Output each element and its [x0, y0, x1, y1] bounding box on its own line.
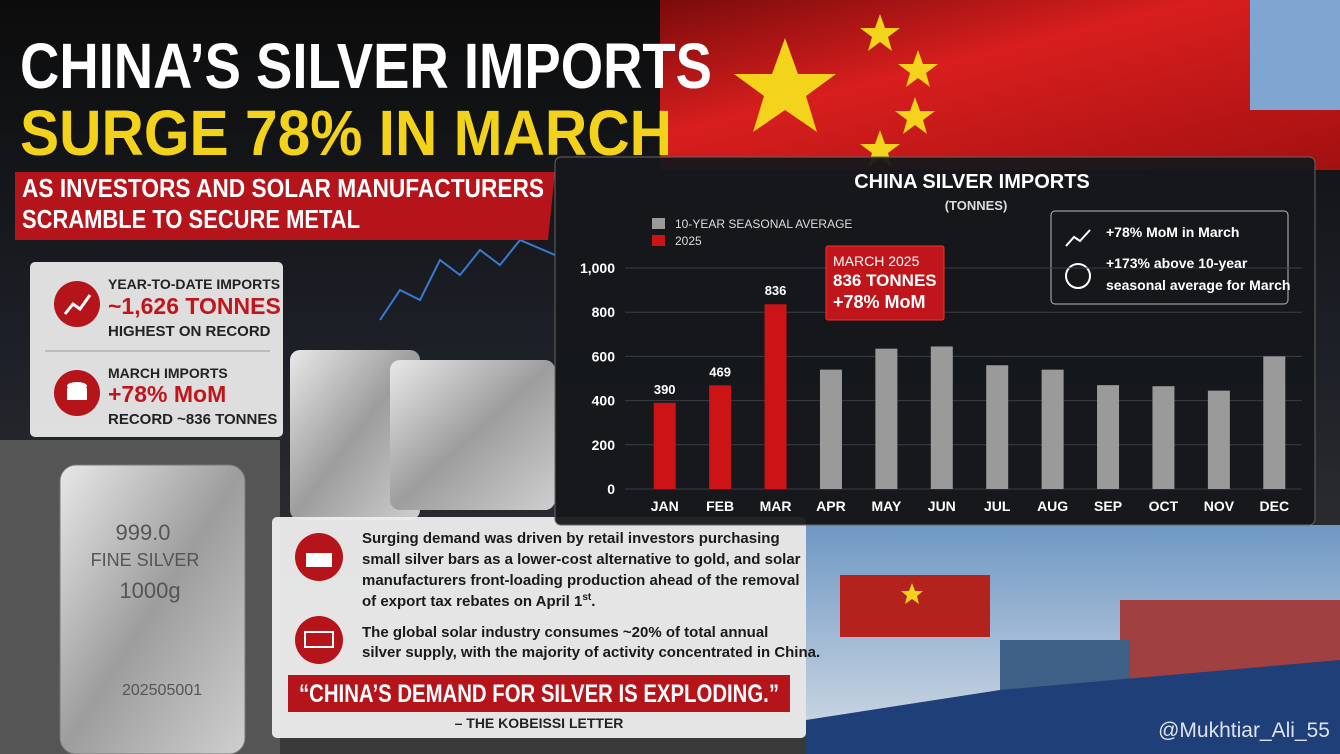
note-text: .	[591, 593, 595, 610]
value-label: 390	[654, 382, 676, 397]
bar	[1041, 369, 1064, 489]
callout-icon	[1065, 263, 1091, 289]
stat-label: MARCH IMPORTS	[108, 365, 228, 381]
icon-glyph	[67, 388, 87, 400]
y-tick-label: 800	[592, 304, 616, 320]
legend-swatch	[652, 218, 665, 229]
bar	[930, 346, 953, 489]
x-tick-label: JUL	[984, 498, 1011, 514]
stat-note: RECORD ~836 TONNES	[108, 411, 277, 428]
bar	[709, 385, 732, 489]
x-tick-label: MAR	[760, 498, 792, 514]
silver-bar	[290, 350, 420, 520]
chart: 0 200 400 600 800 1,000 10-YEAR SEASONAL AVERA…	[580, 217, 1302, 514]
title: CHINA’S SILVER IMPORTS	[20, 30, 712, 102]
bar	[1152, 386, 1175, 489]
bar-stamp: 1000g	[119, 578, 180, 603]
note-line: small silver bars as a lower-cost altern…	[362, 551, 801, 568]
callout-text: +173% above 10-year	[1106, 255, 1248, 271]
note-line: of export tax rebates on April 1st.	[362, 592, 595, 610]
legend-label: 10-YEAR SEASONAL AVERAGE	[675, 217, 852, 231]
callout-icon	[1065, 229, 1091, 247]
bar	[986, 365, 1009, 489]
annotation-text: MARCH 2025	[833, 253, 920, 269]
note-line: manufacturers front-loading production a…	[362, 572, 800, 589]
sky-top	[1250, 0, 1340, 110]
y-tick-label: 200	[592, 437, 616, 453]
bar-stamp: 202505001	[122, 682, 202, 699]
x-tick-label: MAY	[871, 498, 901, 514]
y-tick-label: 1,000	[580, 260, 615, 276]
callout-text: seasonal average for March	[1106, 277, 1290, 293]
x-tick-label: DEC	[1260, 498, 1290, 514]
legend-label: 2025	[675, 234, 702, 248]
bar	[653, 402, 676, 489]
x-tick-label: JUN	[928, 498, 956, 514]
annotation-text: 836 TONNES	[833, 271, 937, 290]
flag-star	[860, 130, 900, 167]
stat-note: HIGHEST ON RECORD	[108, 323, 271, 340]
quote: “CHINA’S DEMAND FOR SILVER IS EXPLODING.…	[299, 680, 779, 708]
flag-star	[895, 97, 935, 134]
flag-star	[898, 50, 938, 87]
bar-stamp: 999.0	[115, 520, 170, 545]
x-tick-label: NOV	[1204, 498, 1235, 514]
legend-swatch	[652, 235, 665, 246]
note-text: of export tax rebates on April 1	[362, 593, 582, 610]
x-tick-label: AUG	[1037, 498, 1068, 514]
annotation-text: +78% MoM	[833, 292, 926, 312]
chart-subtitle: (TONNES)	[945, 198, 1008, 213]
container-star	[901, 583, 923, 604]
stat-value: ~1,626 TONNES	[108, 293, 281, 319]
subtitle: SCRAMBLE TO SECURE METAL	[22, 204, 360, 234]
bar	[1207, 390, 1230, 489]
y-tick-label: 400	[592, 393, 616, 409]
flag-star	[734, 38, 836, 132]
stat-value: +78% MoM	[108, 381, 226, 407]
note-line: Surging demand was driven by retail inve…	[362, 530, 780, 547]
icon-solar	[295, 616, 343, 664]
note-line: The global solar industry consumes ~20% …	[362, 624, 768, 641]
callout-text: +78% MoM in March	[1106, 224, 1239, 240]
x-tick-label: FEB	[706, 498, 734, 514]
subtitle: AS INVESTORS AND SOLAR MANUFACTURERS	[22, 173, 544, 203]
silver-bar	[59, 464, 246, 754]
stock-line	[379, 238, 556, 321]
y-tick-label: 600	[592, 348, 616, 364]
chart-panel	[554, 156, 1316, 526]
icon-glyph	[304, 631, 334, 648]
icon-glyph	[306, 553, 332, 567]
bar	[1097, 385, 1120, 489]
x-tick-label: OCT	[1149, 498, 1179, 514]
hanging-container	[840, 575, 990, 637]
superscript: st	[582, 592, 592, 603]
annotation-box	[825, 245, 945, 321]
note-line: silver supply, with the majority of acti…	[362, 644, 820, 661]
value-label: 469	[709, 364, 731, 379]
quote-banner	[288, 675, 790, 712]
y-tick-label: 0	[607, 481, 615, 497]
callout-box	[1050, 210, 1289, 305]
icon-glyph	[63, 294, 92, 315]
flag-star	[860, 14, 900, 51]
x-tick-label: SEP	[1094, 498, 1122, 514]
subtitle-banner	[15, 172, 555, 240]
icon-chart	[54, 281, 100, 327]
value-label: 836	[765, 283, 787, 298]
bar-stamp: FINE SILVER	[91, 550, 200, 570]
attribution: – THE KOBEISSI LETTER	[455, 715, 624, 731]
silver-bar	[390, 360, 555, 510]
watermark: @Mukhtiar_Ali_55	[1158, 719, 1330, 742]
bar	[819, 369, 842, 489]
x-tick-label: JAN	[651, 498, 679, 514]
stat-label: YEAR-TO-DATE IMPORTS	[108, 276, 280, 292]
solar-panels	[806, 660, 1340, 754]
bar	[1263, 356, 1286, 489]
bar	[764, 304, 787, 489]
x-tick-label: APR	[816, 498, 846, 514]
bar	[875, 348, 898, 489]
chart-title: CHINA SILVER IMPORTS	[854, 171, 1090, 193]
